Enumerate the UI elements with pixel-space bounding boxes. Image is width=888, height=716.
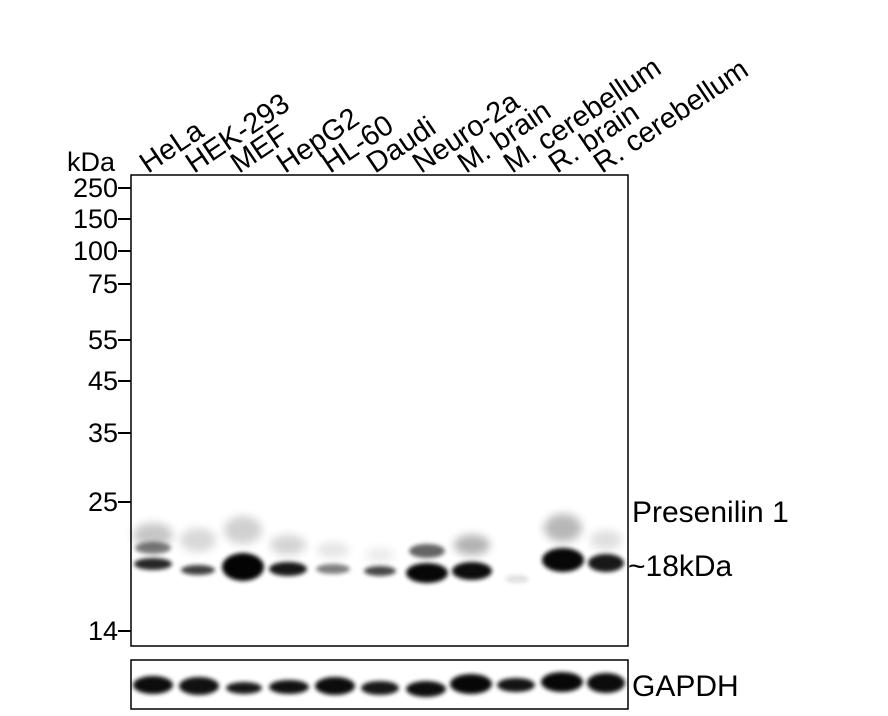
kda-unit-label: kDa xyxy=(67,147,116,177)
band-main xyxy=(181,565,215,575)
gapdh-band xyxy=(315,677,355,695)
main-blot-panel xyxy=(130,174,629,647)
loading-control-label: GAPDH xyxy=(632,670,739,703)
band-smear xyxy=(590,530,622,550)
gapdh-band xyxy=(226,682,262,694)
gapdh-band xyxy=(406,681,446,697)
band-main xyxy=(452,562,492,580)
band-main xyxy=(316,564,350,574)
gapdh-band xyxy=(587,673,625,693)
gapdh-band xyxy=(179,677,219,695)
band-smear xyxy=(224,516,262,544)
band-main xyxy=(222,553,264,581)
mw-marker-scale: 250 150 100 75 55 45 35 25 14 xyxy=(73,173,131,646)
marker-label-14: 14 xyxy=(88,616,118,646)
band-main xyxy=(364,566,396,576)
gapdh-band xyxy=(361,681,399,695)
band-smear xyxy=(180,528,216,552)
band-upper xyxy=(409,544,445,558)
marker-label-150: 150 xyxy=(73,204,118,234)
band-smear xyxy=(365,548,395,562)
marker-label-100: 100 xyxy=(73,236,118,266)
marker-label-55: 55 xyxy=(88,325,118,355)
marker-label-250: 250 xyxy=(73,173,118,203)
gapdh-band xyxy=(541,672,583,692)
band-main xyxy=(269,562,307,576)
band-smear xyxy=(133,523,173,547)
marker-label-35: 35 xyxy=(88,418,118,448)
target-protein-label: Presenilin 1 xyxy=(632,496,789,529)
band-main xyxy=(588,554,624,572)
band-smear xyxy=(270,535,306,555)
loading-control-panel xyxy=(130,659,629,710)
band-main xyxy=(134,558,172,570)
gapdh-band xyxy=(269,680,309,694)
band-smear xyxy=(544,514,582,542)
band-main xyxy=(542,548,584,572)
gapdh-band xyxy=(133,676,173,694)
marker-label-25: 25 xyxy=(88,487,118,517)
band-smear xyxy=(317,542,349,558)
band-size-label: ~18kDa xyxy=(628,550,733,583)
gapdh-band xyxy=(450,674,492,694)
band-main xyxy=(406,563,448,583)
band-main xyxy=(505,575,529,583)
marker-label-75: 75 xyxy=(88,269,118,299)
band-upper xyxy=(135,542,171,554)
marker-label-45: 45 xyxy=(88,366,118,396)
band-smear xyxy=(454,535,490,555)
gapdh-band xyxy=(497,678,535,692)
lane-labels: HeLa HEK-293 MEF HepG2 HL-60 Daudi Neuro… xyxy=(134,51,754,179)
